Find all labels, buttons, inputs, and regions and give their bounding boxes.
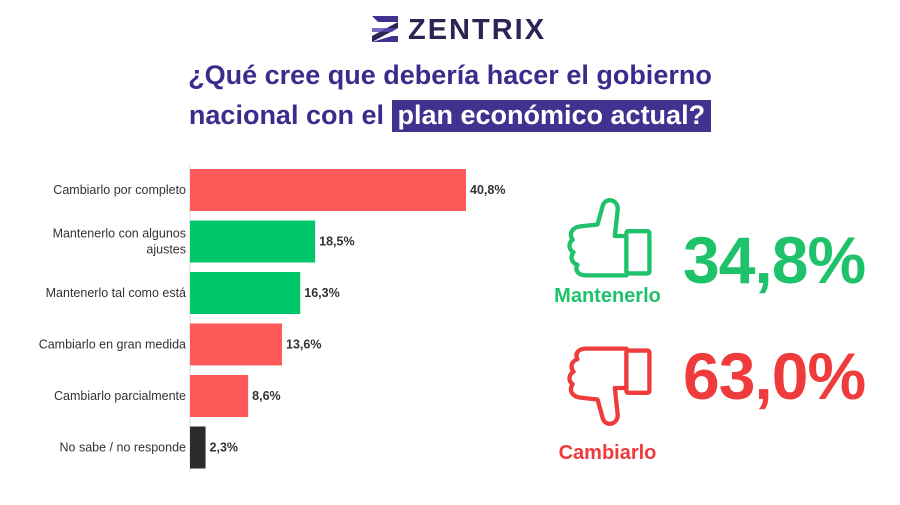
brand-header: ZENTRIX: [0, 10, 900, 50]
bar-4: [190, 375, 249, 417]
chart-title-plain: nacional con el: [188, 100, 384, 130]
value-label-3: 13,6%: [286, 338, 321, 352]
value-label-2: 16,3%: [304, 286, 339, 300]
chart-title-highlight: plan económico actual?: [391, 100, 712, 132]
keep-value: 34,8%: [683, 223, 866, 297]
category-label-4: Cambiarlo parcialmente: [54, 389, 186, 403]
bar-5: [190, 426, 206, 469]
value-label-4: 8,6%: [252, 389, 280, 403]
category-label-3: Cambiarlo en gran medida: [39, 338, 186, 352]
bar-3: [190, 323, 282, 366]
bar-0: [190, 169, 466, 211]
chart-title-line-2: nacional con el plan económico actual?: [0, 98, 900, 132]
zentrix-logo-icon: [372, 16, 398, 42]
change-label: Cambiarlo: [558, 442, 657, 464]
value-label-5: 2,3%: [210, 441, 239, 455]
bar-chart: Cambiarlo por completo 40,8% Mantenerlo co…: [39, 165, 505, 473]
thumbs-down-icon: [567, 346, 652, 426]
chart-title-line-1: ¿Qué cree que debería hacer el gobierno: [188, 60, 712, 90]
brand-name: ZENTRIX: [408, 14, 547, 46]
bar-2: [190, 272, 301, 314]
thumbs-up-icon: [567, 198, 652, 278]
category-label-0: Cambiarlo por completo: [53, 183, 186, 197]
value-label-1: 18,5%: [319, 235, 354, 249]
category-label-1-1: ajustes: [146, 243, 186, 257]
value-label-0: 40,8%: [470, 183, 505, 197]
bar-1: [190, 220, 316, 263]
keep-label: Mantenerlo: [554, 285, 661, 307]
category-label-5: No sabe / no responde: [60, 441, 187, 455]
change-value: 63,0%: [683, 339, 866, 413]
category-label-1-0: Mantenerlo con algunos: [53, 227, 186, 241]
category-label-2: Mantenerlo tal como está: [46, 286, 186, 300]
